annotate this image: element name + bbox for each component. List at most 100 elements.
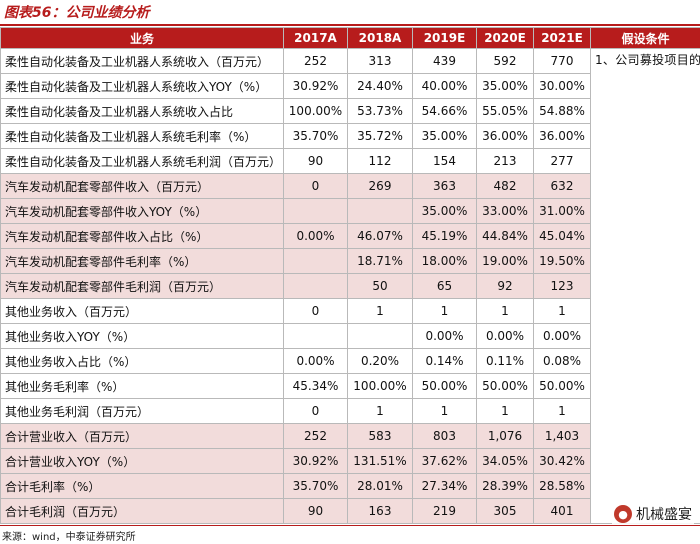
table-body: 柔性自动化装备及工业机器人系统收入（百万元） 252 313 439 592 770 1、公… bbox=[0, 48, 700, 524]
value-cell: 28.39% bbox=[476, 473, 534, 499]
value-cell: 35.70% bbox=[283, 123, 348, 149]
value-cell: 46.07% bbox=[347, 223, 413, 249]
value-cell: 35.00% bbox=[412, 198, 477, 224]
brand-name: 机械盛宴 bbox=[636, 507, 692, 523]
value-cell: 50.00% bbox=[476, 373, 534, 399]
value-cell: 1 bbox=[412, 398, 477, 424]
value-cell: 1 bbox=[347, 298, 413, 324]
value-cell: 0.20% bbox=[347, 348, 413, 374]
value-cell: 53.73% bbox=[347, 98, 413, 124]
table-row: 合计营业收入（百万元） 252 583 803 1,076 1,403 bbox=[0, 423, 700, 449]
value-cell: 163 bbox=[347, 498, 413, 524]
row-label: 柔性自动化装备及工业机器人系统毛利率（%） bbox=[0, 123, 284, 149]
value-cell: 0 bbox=[283, 298, 348, 324]
table-row: 柔性自动化装备及工业机器人系统收入YOY（%） 30.92% 24.40% 40.00… bbox=[0, 73, 700, 99]
value-cell: 1 bbox=[476, 298, 534, 324]
value-cell bbox=[283, 248, 348, 274]
table-row: 汽车发动机配套零部件毛利润（百万元） 50 65 92 123 bbox=[0, 273, 700, 299]
value-cell: 592 bbox=[476, 48, 534, 74]
value-cell: 770 bbox=[533, 48, 591, 74]
wechat-logo-icon: ● bbox=[614, 505, 632, 523]
value-cell: 65 bbox=[412, 273, 477, 299]
value-cell: 18.00% bbox=[412, 248, 477, 274]
row-label: 汽车发动机配套零部件收入占比（%） bbox=[0, 223, 284, 249]
value-cell: 0.00% bbox=[283, 223, 348, 249]
assumption-note: 1、公司募投项目的逐步投入使用，公司的资金实力和整体产能均得到了提升，从而有望推… bbox=[590, 48, 700, 524]
table-row: 合计营业收入YOY（%） 30.92% 131.51% 37.62% 34.05% 30.… bbox=[0, 448, 700, 474]
row-label: 其他业务收入YOY（%） bbox=[0, 323, 284, 349]
table-row: 合计毛利润（百万元） 90 163 219 305 401 bbox=[0, 498, 700, 524]
value-cell: 50.00% bbox=[533, 373, 591, 399]
value-cell: 269 bbox=[347, 173, 413, 199]
value-cell: 305 bbox=[476, 498, 534, 524]
row-label: 柔性自动化装备及工业机器人系统收入（百万元） bbox=[0, 48, 284, 74]
value-cell: 1,076 bbox=[476, 423, 534, 449]
value-cell bbox=[283, 323, 348, 349]
value-cell: 35.00% bbox=[412, 123, 477, 149]
value-cell: 24.40% bbox=[347, 73, 413, 99]
value-cell: 100.00% bbox=[283, 98, 348, 124]
value-cell: 0 bbox=[283, 173, 348, 199]
value-cell: 35.00% bbox=[476, 73, 534, 99]
value-cell: 54.66% bbox=[412, 98, 477, 124]
value-cell: 36.00% bbox=[476, 123, 534, 149]
value-cell: 401 bbox=[533, 498, 591, 524]
value-cell: 45.34% bbox=[283, 373, 348, 399]
brand-watermark: ● 机械盛宴 bbox=[612, 503, 694, 525]
value-cell: 18.71% bbox=[347, 248, 413, 274]
row-label: 其他业务收入（百万元） bbox=[0, 298, 284, 324]
table-row: 柔性自动化装备及工业机器人系统收入（百万元） 252 313 439 592 770 1、公… bbox=[0, 48, 700, 524]
row-label: 合计营业收入（百万元） bbox=[0, 423, 284, 449]
value-cell: 252 bbox=[283, 48, 348, 74]
value-cell: 0.14% bbox=[412, 348, 477, 374]
value-cell: 90 bbox=[283, 148, 348, 174]
value-cell: 0.00% bbox=[412, 323, 477, 349]
header-business: 业务 bbox=[0, 27, 284, 49]
value-cell: 123 bbox=[533, 273, 591, 299]
value-cell: 277 bbox=[533, 148, 591, 174]
row-label: 柔性自动化装备及工业机器人系统收入YOY（%） bbox=[0, 73, 284, 99]
value-cell: 131.51% bbox=[347, 448, 413, 474]
table-row: 柔性自动化装备及工业机器人系统收入占比 100.00% 53.73% 54.66% 55… bbox=[0, 98, 700, 124]
value-cell: 112 bbox=[347, 148, 413, 174]
footer-divider bbox=[0, 525, 700, 526]
value-cell: 31.00% bbox=[533, 198, 591, 224]
row-label: 汽车发动机配套零部件毛利润（百万元） bbox=[0, 273, 284, 299]
value-cell: 40.00% bbox=[412, 73, 477, 99]
table-row: 其他业务收入YOY（%） 0.00% 0.00% 0.00% bbox=[0, 323, 700, 349]
value-cell: 1 bbox=[347, 398, 413, 424]
value-cell: 0.00% bbox=[476, 323, 534, 349]
value-cell: 55.05% bbox=[476, 98, 534, 124]
value-cell: 0.11% bbox=[476, 348, 534, 374]
value-cell: 632 bbox=[533, 173, 591, 199]
value-cell: 0.00% bbox=[283, 348, 348, 374]
value-cell: 1 bbox=[412, 298, 477, 324]
value-cell: 1 bbox=[533, 398, 591, 424]
value-cell: 19.50% bbox=[533, 248, 591, 274]
row-label: 其他业务毛利率（%） bbox=[0, 373, 284, 399]
value-cell: 803 bbox=[412, 423, 477, 449]
value-cell: 1,403 bbox=[533, 423, 591, 449]
value-cell: 0.08% bbox=[533, 348, 591, 374]
value-cell: 90 bbox=[283, 498, 348, 524]
value-cell: 30.00% bbox=[533, 73, 591, 99]
value-cell: 50.00% bbox=[412, 373, 477, 399]
value-cell bbox=[283, 273, 348, 299]
header-year: 2019E bbox=[412, 27, 477, 49]
row-label: 柔性自动化装备及工业机器人系统毛利润（百万元） bbox=[0, 148, 284, 174]
value-cell: 0.00% bbox=[533, 323, 591, 349]
value-cell: 252 bbox=[283, 423, 348, 449]
header-year: 2018A bbox=[347, 27, 413, 49]
row-label: 汽车发动机配套零部件毛利率（%） bbox=[0, 248, 284, 274]
value-cell: 0 bbox=[283, 398, 348, 424]
value-cell: 54.88% bbox=[533, 98, 591, 124]
value-cell: 37.62% bbox=[412, 448, 477, 474]
value-cell: 439 bbox=[412, 48, 477, 74]
value-cell: 28.01% bbox=[347, 473, 413, 499]
value-cell: 219 bbox=[412, 498, 477, 524]
header-year: 2020E bbox=[476, 27, 534, 49]
row-label: 合计毛利润（百万元） bbox=[0, 498, 284, 524]
value-cell: 30.92% bbox=[283, 448, 348, 474]
value-cell: 44.84% bbox=[476, 223, 534, 249]
value-cell: 1 bbox=[476, 398, 534, 424]
